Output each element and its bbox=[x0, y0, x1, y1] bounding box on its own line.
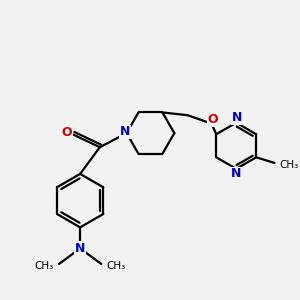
Text: N: N bbox=[232, 111, 242, 124]
Text: N: N bbox=[230, 167, 241, 180]
Text: N: N bbox=[120, 125, 130, 138]
Text: CH₃: CH₃ bbox=[280, 160, 299, 170]
Text: O: O bbox=[208, 113, 218, 126]
Text: N: N bbox=[75, 242, 85, 255]
Text: CH₃: CH₃ bbox=[35, 261, 54, 271]
Text: O: O bbox=[61, 126, 72, 139]
Text: CH₃: CH₃ bbox=[106, 261, 125, 271]
